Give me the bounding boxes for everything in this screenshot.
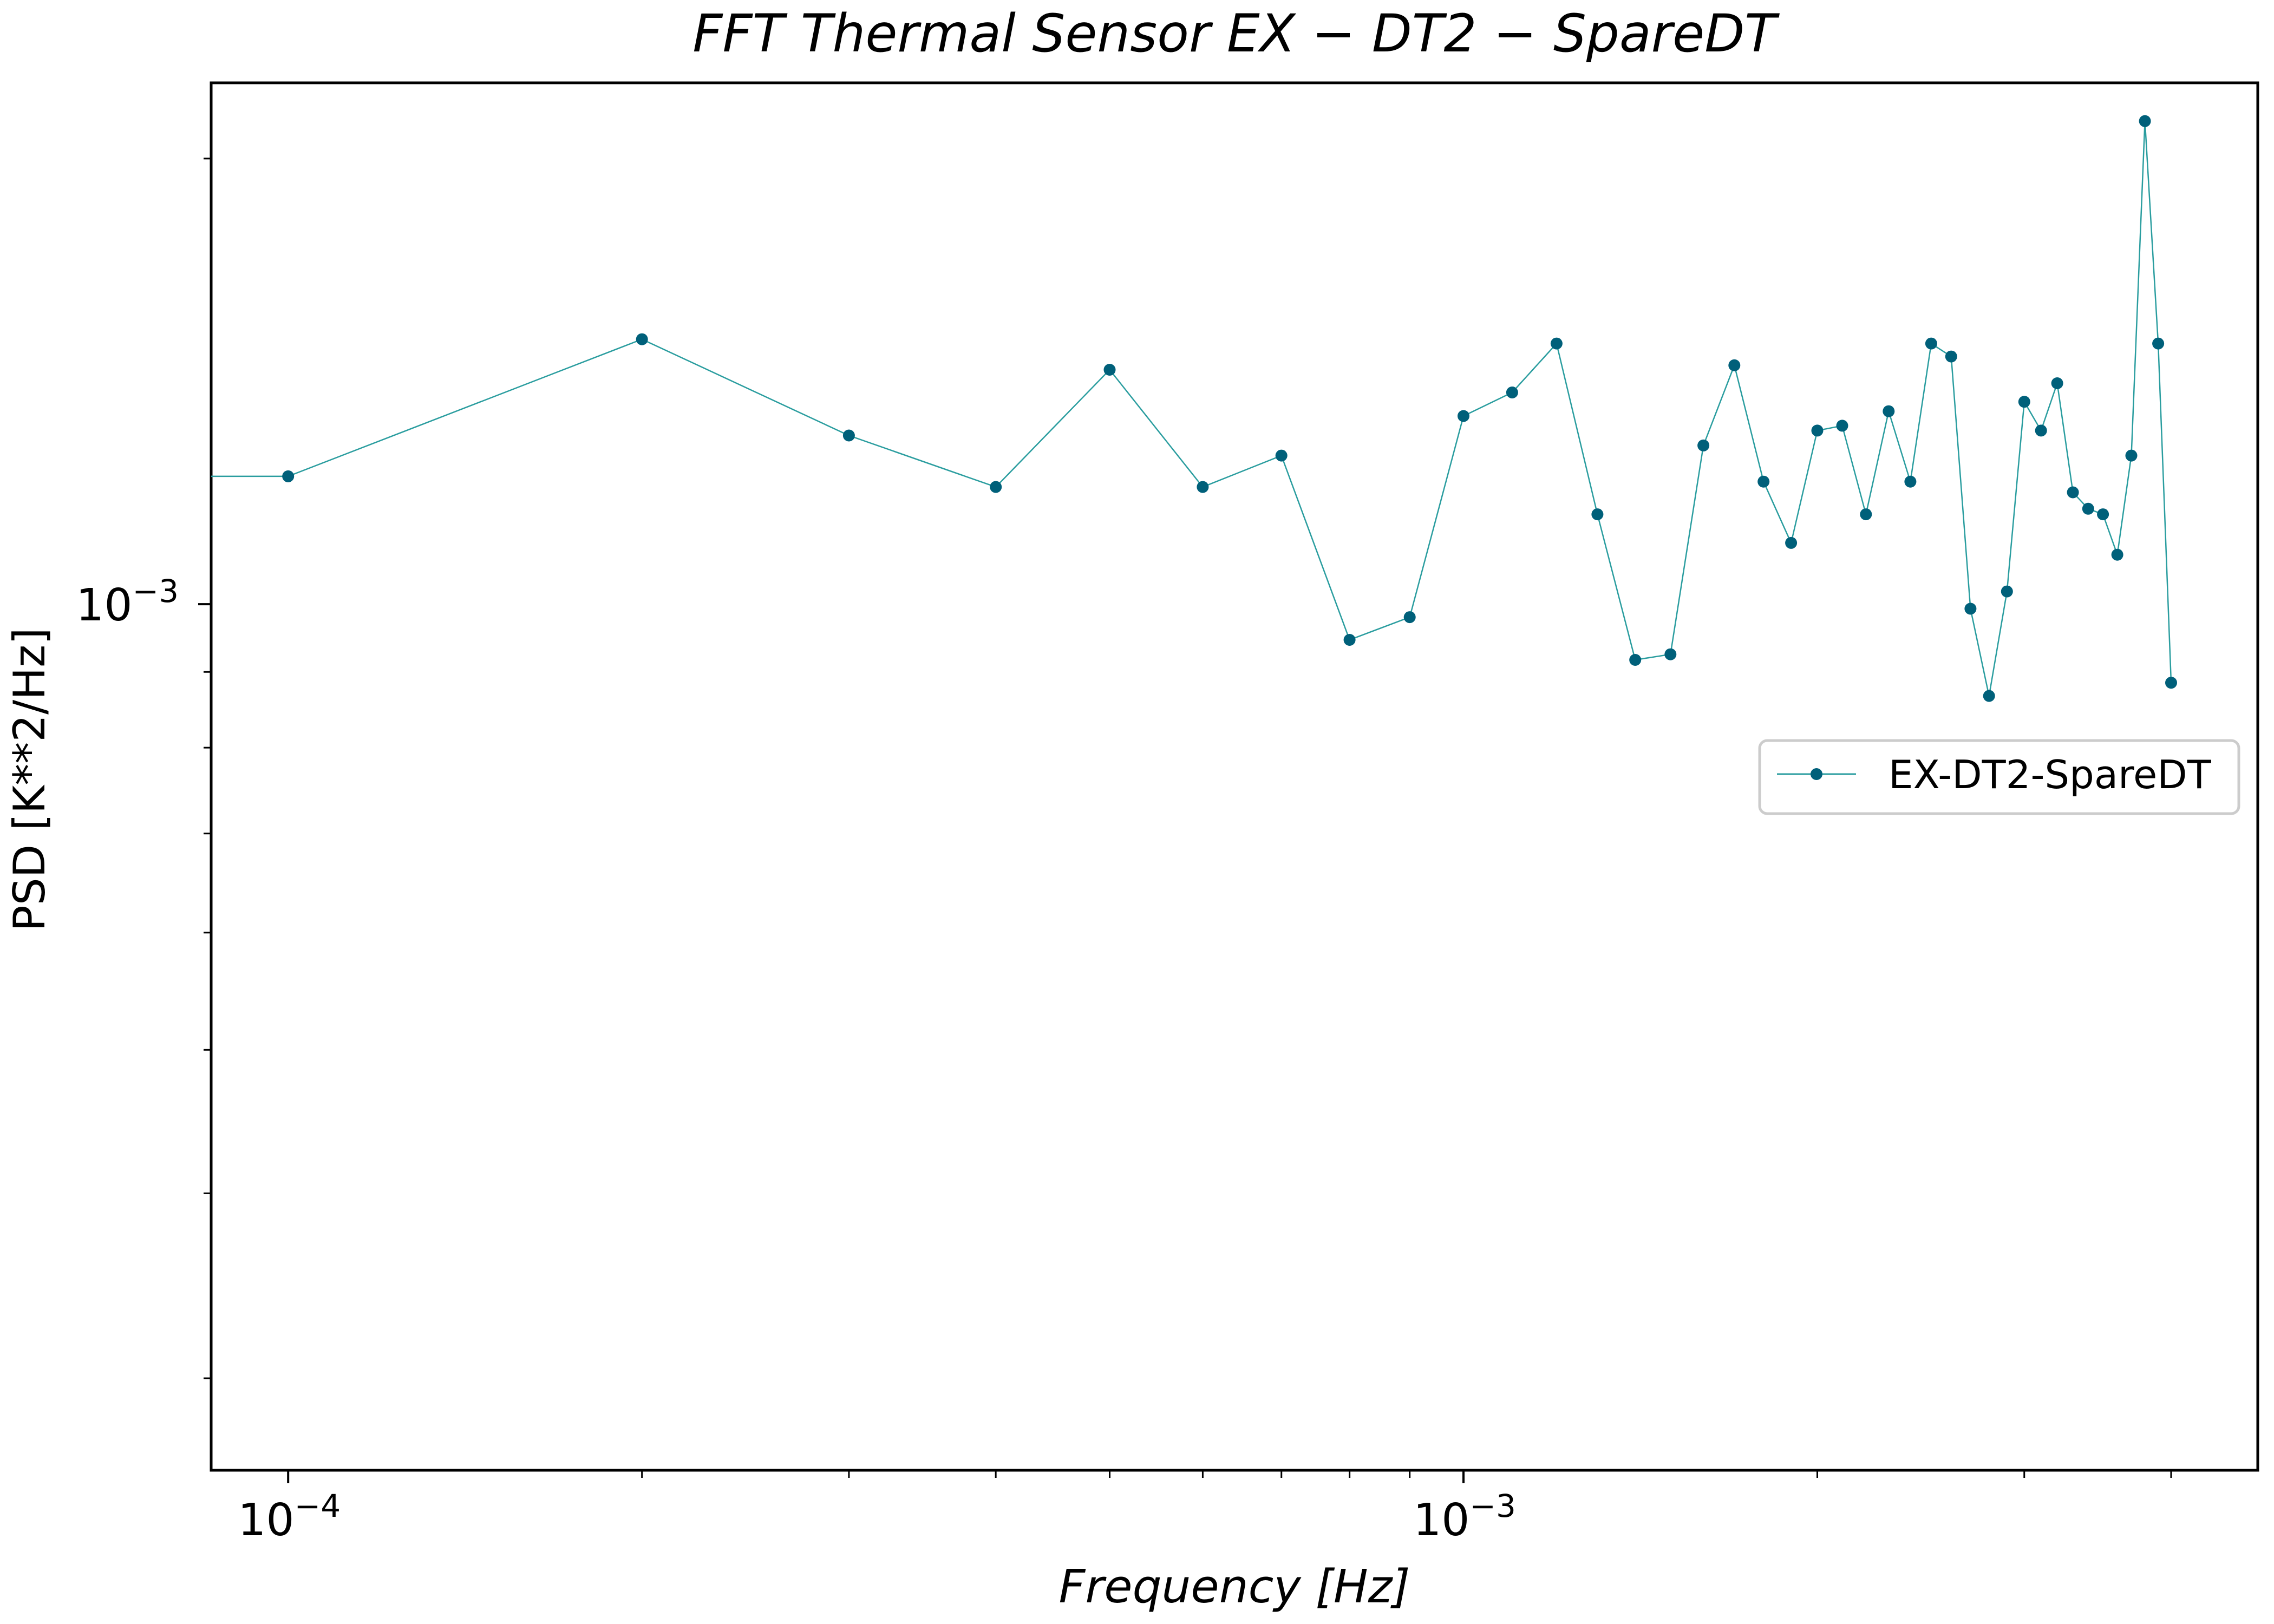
data-point [1343,634,1356,646]
data-point [1945,350,1957,363]
plot-frame [210,81,2259,1472]
series-layer [211,115,2177,702]
data-point [1785,536,1798,549]
data-point [1103,364,1116,376]
data-point [2035,424,2047,437]
data-point [990,481,1002,493]
data-point [2139,115,2151,127]
data-point [1697,439,1710,451]
data-point [1458,410,1469,422]
data-point [1883,405,1895,417]
data-point [282,470,295,482]
data-point [2067,486,2079,499]
data-point [1550,337,1563,350]
chart-title: FFT Thermal Sensor EX − DT2 − SpareDT [692,3,1780,64]
data-point [2152,337,2165,350]
data-point [2165,677,2177,689]
legend-label: EX-DT2-SpareDT [1889,752,2212,797]
data-point [1925,337,1937,350]
data-point [1983,690,1995,702]
data-point [1836,420,1848,432]
data-point [1964,603,1977,615]
data-point [1664,648,1677,660]
data-point [1403,611,1416,624]
series-line [211,121,2172,696]
data-point [1904,475,1917,488]
data-point [842,429,855,442]
data-point [1811,424,1824,437]
x-axis-label: Frequency [Hz] [1058,1560,1410,1614]
data-point [2097,508,2109,521]
data-point [2125,449,2138,462]
data-point [2082,502,2094,515]
data-point [2111,548,2123,561]
y-tick-label: 10−3 [76,573,179,631]
legend-marker-sample [1811,768,1822,780]
y-axis-label: PSD [K**2/Hz] [4,628,55,932]
data-point [1275,449,1288,462]
axis-ticks: 10−4 10−3 10−3 [76,158,2172,1546]
data-point [636,333,648,345]
legend-box [1758,739,2240,815]
data-point [1591,508,1604,521]
data-point [1197,481,1209,493]
data-point [2001,585,2013,598]
data-point [1757,475,1770,488]
data-point [2051,377,2063,389]
data-point [1629,654,1642,666]
data-point [1860,508,1872,521]
data-point [1728,359,1741,371]
x-tick-label: 10−4 [238,1488,341,1546]
data-point [1506,387,1518,398]
legend: EX-DT2-SpareDT [1758,739,2240,815]
data-point [2018,396,2030,408]
x-tick-label: 10−3 [1413,1488,1516,1546]
